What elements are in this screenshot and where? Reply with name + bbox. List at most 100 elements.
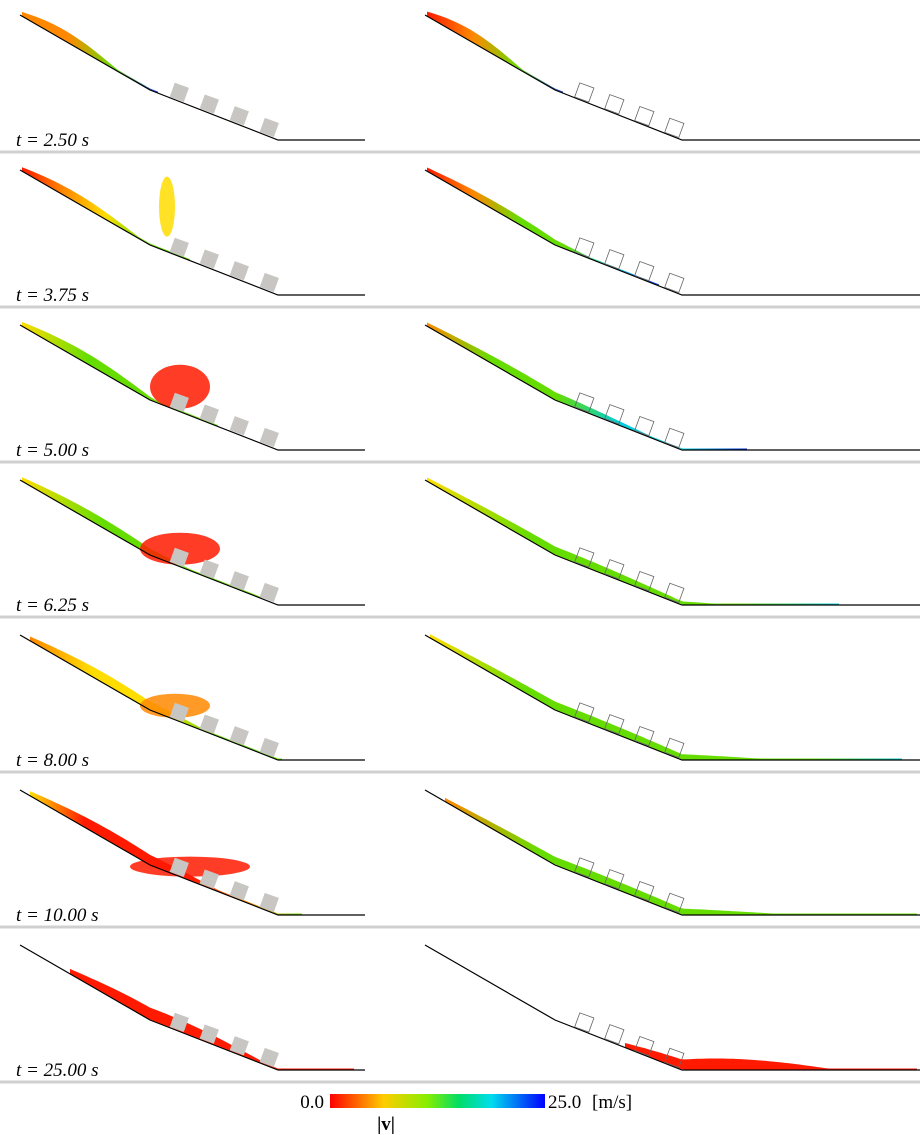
particle-clump [150, 364, 210, 409]
obstacle [229, 261, 249, 281]
obstacle [634, 260, 655, 282]
slope [19, 944, 365, 1071]
obstacle [604, 714, 625, 735]
obstacle [574, 82, 595, 103]
particle-mass [22, 477, 262, 599]
obstacle [259, 427, 279, 448]
slope [424, 634, 920, 761]
particle-clump [140, 532, 220, 565]
particle-mass [427, 11, 563, 93]
colorbar-max: 25.0 [548, 1092, 581, 1113]
obstacle [574, 1012, 595, 1033]
obstacle [664, 272, 685, 294]
obstacle [169, 392, 189, 412]
obstacle [664, 1047, 685, 1069]
obstacle [664, 892, 685, 914]
obstacle [229, 726, 249, 746]
obstacle [634, 725, 655, 747]
obstacle [169, 857, 189, 877]
obstacle [604, 94, 625, 115]
time-label: t = 8.00 s [16, 750, 89, 771]
particle-mass [427, 322, 747, 450]
obstacle [259, 1047, 279, 1068]
panel-row: t = 8.00 s [0, 634, 920, 774]
time-label: t = 3.75 s [16, 285, 89, 306]
obstacle [634, 570, 655, 592]
particle-mass [30, 791, 302, 915]
obstacle [199, 869, 219, 889]
slope [424, 944, 920, 1071]
obstacle [574, 547, 595, 568]
obstacle [169, 702, 189, 722]
obstacle [169, 547, 189, 567]
particle-mass [427, 167, 659, 286]
obstacle [604, 869, 625, 890]
obstacle [574, 702, 595, 723]
colorbar-gradient [330, 1094, 545, 1108]
particle-mass [625, 1043, 917, 1070]
slope [19, 14, 365, 141]
obstacle [574, 857, 595, 878]
obstacle [634, 1035, 655, 1057]
obstacle [259, 117, 279, 138]
colorbar-unit: [m/s] [592, 1092, 632, 1113]
obstacle [604, 1024, 625, 1045]
panel-row: t = 2.50 s [0, 11, 920, 154]
slope [424, 14, 920, 141]
slope [424, 479, 920, 606]
obstacle [199, 404, 219, 424]
panel-row: t = 10.00 s [0, 789, 920, 929]
particle-mass [430, 634, 902, 760]
slope [424, 789, 920, 916]
obstacle [259, 892, 279, 913]
particle-mass [70, 968, 354, 1070]
panel-row: t = 25.00 s [0, 944, 920, 1084]
obstacle [259, 737, 279, 758]
obstacle [229, 416, 249, 436]
time-label: t = 6.25 s [16, 595, 89, 616]
slope [424, 324, 920, 451]
panel-row: t = 6.25 s [0, 477, 920, 619]
obstacle [259, 582, 279, 603]
obstacle [199, 249, 219, 269]
time-label: t = 5.00 s [16, 440, 89, 461]
slope [19, 634, 365, 761]
obstacle [229, 106, 249, 126]
obstacle [229, 571, 249, 591]
obstacle [574, 392, 595, 413]
slope [19, 324, 365, 451]
time-label: t = 10.00 s [16, 905, 99, 926]
obstacle [259, 272, 279, 293]
colorbar: 0.0 25.0 [m/s] |v| [300, 1092, 632, 1135]
obstacle [199, 714, 219, 734]
obstacle [199, 1024, 219, 1044]
obstacle [229, 881, 249, 901]
obstacle [604, 249, 625, 270]
colorbar-label: |v| [377, 1114, 395, 1135]
particle-clump [130, 856, 250, 877]
obstacle [634, 880, 655, 902]
slope [19, 169, 365, 296]
slope [19, 479, 365, 606]
panels: t = 2.50 s t = 3.75 s t = 5.00 s t = 6.25 s… [0, 11, 920, 1084]
obstacle [169, 1012, 189, 1032]
obstacle [229, 1036, 249, 1056]
obstacle [169, 82, 189, 102]
obstacle [199, 559, 219, 579]
particle-mass [30, 636, 282, 760]
time-label: t = 2.50 s [16, 130, 89, 151]
particle-clump [159, 176, 175, 237]
slope [424, 169, 920, 296]
obstacle [604, 559, 625, 580]
obstacle [664, 737, 685, 759]
obstacle [634, 415, 655, 437]
slope [19, 789, 365, 916]
obstacle [199, 94, 219, 114]
particle-mass [22, 11, 158, 93]
obstacle [634, 105, 655, 127]
obstacle [664, 117, 685, 139]
obstacle [169, 237, 189, 257]
time-label: t = 25.00 s [16, 1060, 99, 1081]
obstacle [604, 404, 625, 425]
